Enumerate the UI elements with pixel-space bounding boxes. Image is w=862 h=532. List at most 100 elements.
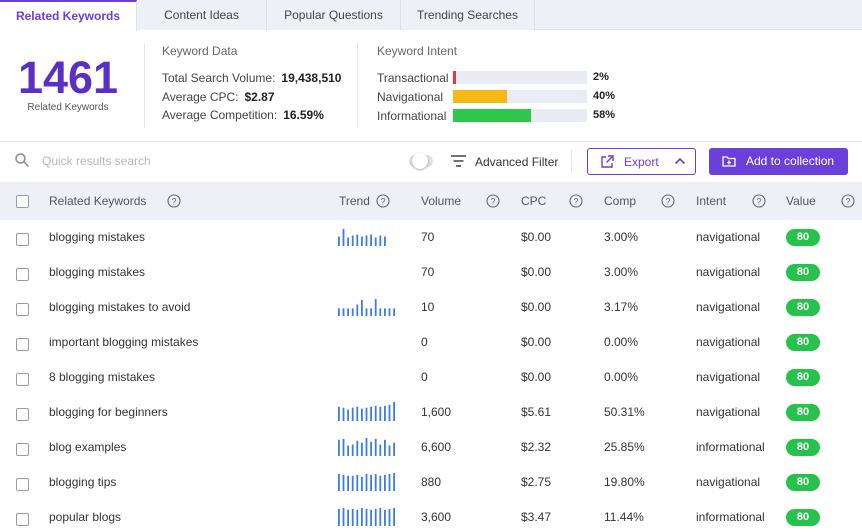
total-search-volume-label: Total Search Volume: (162, 71, 276, 85)
intent-cell: navigational (696, 335, 761, 349)
trend-bar (351, 235, 354, 246)
table-header: Related Keywords ? Trend ? Volume ? CPC … (0, 182, 862, 220)
help-icon[interactable]: ? (569, 194, 583, 208)
trend-bar (388, 404, 391, 421)
keyword-cell[interactable]: popular blogs (49, 510, 122, 524)
intent-informational-percent: 58% (593, 109, 616, 121)
filter-icon[interactable] (451, 155, 466, 167)
trend-bar (356, 304, 359, 316)
select-all-checkbox[interactable] (16, 195, 29, 208)
row-checkbox[interactable] (16, 443, 29, 456)
intent-cell: navigational (696, 475, 761, 489)
row-checkbox[interactable] (16, 338, 29, 351)
trend-bar (361, 507, 363, 526)
table-row[interactable]: blogging mistakes to avoid 10 $0.00 3.17… (0, 290, 862, 325)
search-icon (15, 153, 29, 167)
column-header-comp[interactable]: Comp (604, 194, 637, 208)
row-checkbox[interactable] (16, 268, 29, 281)
tab-related-keywords[interactable]: Related Keywords (0, 0, 137, 31)
help-icon[interactable]: ? (167, 194, 181, 208)
keyword-cell[interactable]: blogging for beginners (49, 405, 168, 419)
trend-bar (342, 474, 345, 491)
intent-navigational-percent: 40% (593, 90, 616, 102)
value-badge: 80 (786, 299, 820, 316)
trend-bar (393, 507, 395, 526)
table-row[interactable]: important blogging mistakes 0 $0.00 0.00… (0, 325, 862, 360)
trend-bar (361, 236, 363, 246)
table-row[interactable]: popular blogs 3,600 $3.47 11.44% informa… (0, 500, 862, 532)
trend-bar (370, 308, 372, 316)
trend-bar (370, 406, 372, 421)
table-row[interactable]: blogging mistakes 70 $0.00 3.00% navigat… (0, 255, 862, 290)
keyword-cell[interactable]: blogging mistakes (49, 265, 146, 279)
keyword-cell[interactable]: 8 blogging mistakes (49, 370, 156, 384)
help-icon[interactable]: ? (486, 194, 500, 208)
keyword-cell[interactable]: blogging tips (49, 475, 117, 489)
cpc-cell: $0.00 (521, 300, 552, 314)
column-header-cpc[interactable]: CPC (521, 194, 547, 208)
column-header-trend[interactable]: Trend (339, 194, 370, 208)
row-checkbox[interactable] (16, 513, 29, 526)
average-cpc: Average CPC: $2.87 (162, 90, 275, 104)
quick-search-input[interactable] (42, 151, 342, 171)
table-row[interactable]: 8 blogging mistakes 0 $0.00 0.00% naviga… (0, 360, 862, 395)
cpc-cell: $5.61 (521, 405, 552, 419)
intent-navigational-bar (453, 90, 587, 103)
table-row[interactable]: blogging tips 880 $2.75 19.80% navigatio… (0, 465, 862, 500)
row-checkbox[interactable] (16, 478, 29, 491)
row-checkbox[interactable] (16, 303, 29, 316)
column-header-volume[interactable]: Volume (421, 194, 462, 208)
related-keywords-count-label: Related Keywords (27, 102, 109, 113)
help-icon[interactable]: ? (752, 194, 766, 208)
trend-bar (374, 438, 377, 456)
volume-cell: 10 (421, 300, 435, 314)
advanced-filter-label[interactable]: Advanced Filter (475, 155, 559, 169)
trend-bar (347, 237, 349, 246)
trend-bar (338, 236, 340, 246)
trend-bar (393, 442, 395, 456)
tab-popular-questions[interactable]: Popular Questions (267, 0, 401, 30)
trend-bar (393, 308, 395, 316)
trend-bar (347, 475, 349, 491)
row-checkbox[interactable] (16, 233, 29, 246)
help-icon[interactable]: ? (841, 194, 855, 208)
tab-content-ideas[interactable]: Content Ideas (137, 0, 267, 30)
table-row[interactable]: blog examples 6,600 $2.32 25.85% informa… (0, 430, 862, 465)
intent-cell: navigational (696, 230, 761, 244)
keyword-cell[interactable]: blogging mistakes (49, 230, 146, 244)
column-header-value[interactable]: Value (786, 194, 816, 208)
trend-bar (388, 308, 391, 316)
toolbar-divider (571, 150, 572, 172)
keyword-cell[interactable]: blogging mistakes to avoid (49, 300, 191, 314)
help-icon[interactable]: ? (376, 194, 390, 208)
keyword-cell[interactable]: blog examples (49, 440, 127, 454)
comp-cell: 19.80% (604, 475, 645, 489)
advanced-filter-toggle-knob[interactable] (412, 153, 428, 169)
help-icon[interactable]: ? (661, 194, 675, 208)
trend-sparkline (337, 261, 397, 281)
table-row[interactable]: blogging for beginners 1,600 $5.61 50.31… (0, 395, 862, 430)
row-checkbox[interactable] (16, 373, 29, 386)
volume-cell: 1,600 (421, 405, 452, 419)
keyword-cell[interactable]: important blogging mistakes (49, 335, 199, 349)
value-badge: 80 (786, 509, 820, 526)
intent-cell: navigational (696, 300, 761, 314)
trend-bar (365, 508, 368, 526)
export-button[interactable]: Export (587, 148, 696, 175)
trend-bar (356, 234, 359, 246)
column-header-keyword[interactable]: Related Keywords (49, 194, 147, 208)
trend-bar (338, 473, 340, 491)
trend-bar (388, 445, 391, 456)
table-row[interactable]: blogging mistakes 70 $0.00 3.00% navigat… (0, 220, 862, 255)
tab-trending-searches[interactable]: Trending Searches (401, 0, 535, 30)
row-checkbox[interactable] (16, 408, 29, 421)
add-to-collection-button[interactable]: Add to collection (709, 148, 848, 175)
trend-bar (356, 474, 359, 491)
value-badge: 80 (786, 264, 820, 281)
trend-sparkline (338, 228, 386, 246)
intent-navigational-fill (453, 90, 507, 103)
comp-cell: 0.00% (604, 370, 639, 384)
column-header-intent[interactable]: Intent (696, 194, 727, 208)
trend-bar (374, 237, 377, 246)
trend-bar (379, 475, 382, 491)
